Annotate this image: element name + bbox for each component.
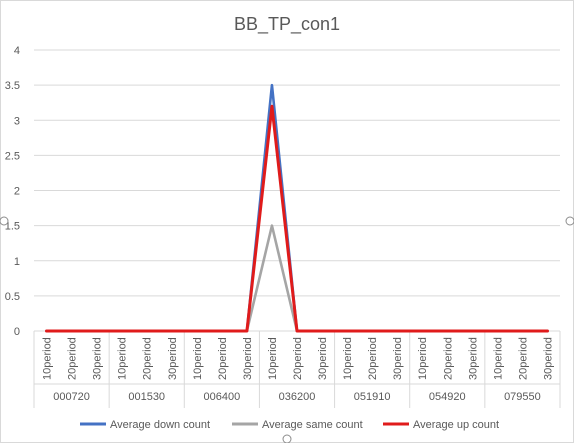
x-tick-label: 10period <box>492 337 504 380</box>
x-tick-label: 10period <box>192 337 204 380</box>
series-line-average-up-count[interactable] <box>45 104 549 333</box>
x-tick-label: 10period <box>342 337 354 380</box>
x-group-label: 001530 <box>128 391 165 403</box>
x-tick-label: 20period <box>517 337 529 380</box>
y-tick-label: 3 <box>14 115 20 127</box>
x-tick-label: 20period <box>292 337 304 380</box>
x-tick-label: 20period <box>217 337 229 380</box>
x-tick-label: 30period <box>467 337 479 380</box>
y-tick-label: 1 <box>14 256 20 268</box>
x-group-label: 054920 <box>429 391 466 403</box>
x-group-label: 036200 <box>279 391 316 403</box>
y-axis-tick-labels: 0 0.5 1 1.5 2 2.5 3 3.5 4 <box>5 45 20 338</box>
x-tick-label: 30period <box>317 337 329 380</box>
legend-entry[interactable]: Average up count <box>413 419 499 431</box>
y-tick-label: 1.5 <box>5 221 20 233</box>
x-tick-label: 30period <box>542 337 554 380</box>
resize-handle[interactable] <box>282 434 292 444</box>
x-tick-label: 30period <box>242 337 254 380</box>
x-tick-label: 10period <box>417 337 429 380</box>
selection-handles <box>0 216 574 444</box>
chart-title: BB_TP_con1 <box>234 14 340 35</box>
plot-series <box>45 83 549 333</box>
x-tick-label: 30period <box>392 337 404 380</box>
y-tick-label: 0 <box>14 326 20 338</box>
x-group-label: 006400 <box>203 391 240 403</box>
legend-entry[interactable]: Average same count <box>262 419 363 431</box>
x-group-label: 051910 <box>354 391 391 403</box>
x-tick-label: 10period <box>42 337 54 380</box>
legend-entry[interactable]: Average down count <box>110 419 210 431</box>
y-tick-label: 3.5 <box>5 80 20 92</box>
y-tick-label: 0.5 <box>5 291 20 303</box>
x-tick-label: 30period <box>92 337 104 380</box>
gridlines <box>34 49 560 297</box>
x-tick-label: 10period <box>117 337 129 380</box>
x-tick-label: 30period <box>167 337 179 380</box>
x-group-label: 000720 <box>53 391 90 403</box>
x-tick-label: 20period <box>67 337 79 380</box>
y-tick-label: 2.5 <box>5 150 20 162</box>
y-tick-label: 2 <box>14 186 20 198</box>
resize-handle[interactable] <box>565 216 574 226</box>
resize-handle[interactable] <box>0 216 9 226</box>
x-tick-label: 20period <box>142 337 154 380</box>
x-group-label: 079550 <box>504 391 541 403</box>
x-tick-label: 10period <box>267 337 279 380</box>
x-tick-label: 20period <box>367 337 379 380</box>
x-tick-label: 20period <box>442 337 454 380</box>
legend: Average down count Average same count Aver… <box>80 419 499 431</box>
y-tick-label: 4 <box>14 45 20 57</box>
